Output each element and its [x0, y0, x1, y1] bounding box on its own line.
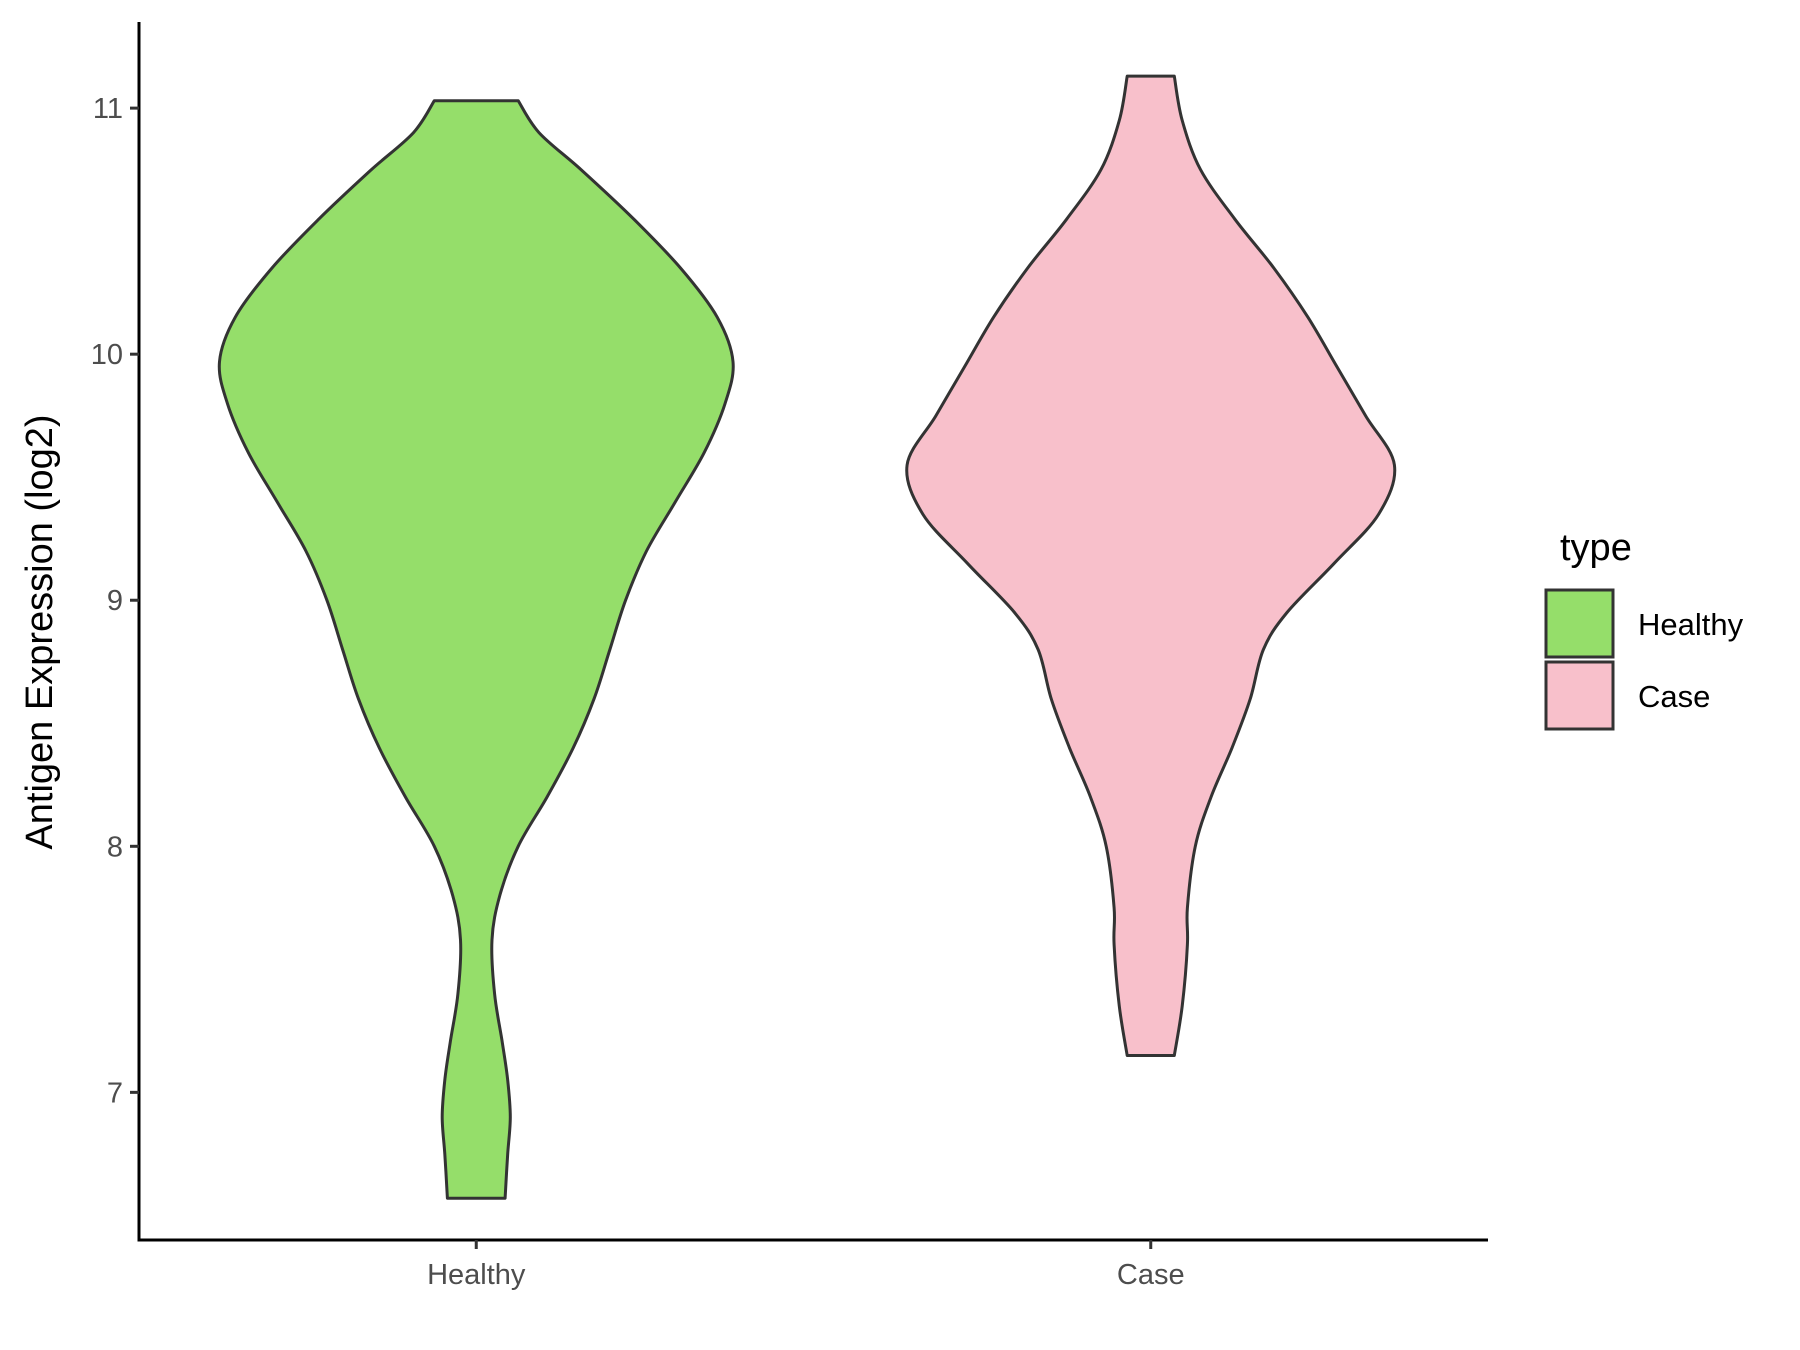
y-tick-label: 7 — [107, 1077, 123, 1109]
violin-healthy — [217, 99, 735, 1200]
legend-label-healthy: Healthy — [1638, 607, 1744, 642]
violins — [217, 74, 1397, 1200]
legend: type Healthy Case — [1544, 527, 1744, 731]
legend-key-healthy — [1544, 588, 1615, 659]
legend-label-case: Case — [1638, 679, 1710, 714]
ticks: 7 8 9 10 11 Healthy Case — [91, 93, 1185, 1291]
axes — [137, 22, 1488, 1242]
x-tick-label: Healthy — [427, 1259, 526, 1291]
legend-title: type — [1560, 527, 1632, 569]
violin-case — [905, 74, 1397, 1057]
y-tick-label: 9 — [107, 585, 123, 617]
legend-keys: Healthy Case — [1544, 588, 1744, 731]
x-tick-label: Case — [1117, 1259, 1185, 1291]
y-tick-label: 8 — [107, 831, 123, 863]
legend-key-case — [1544, 660, 1615, 731]
y-tick-label: 10 — [91, 339, 123, 371]
y-tick-label: 11 — [93, 93, 123, 125]
y-axis-title: Antigen Expression (log2) — [19, 414, 61, 849]
